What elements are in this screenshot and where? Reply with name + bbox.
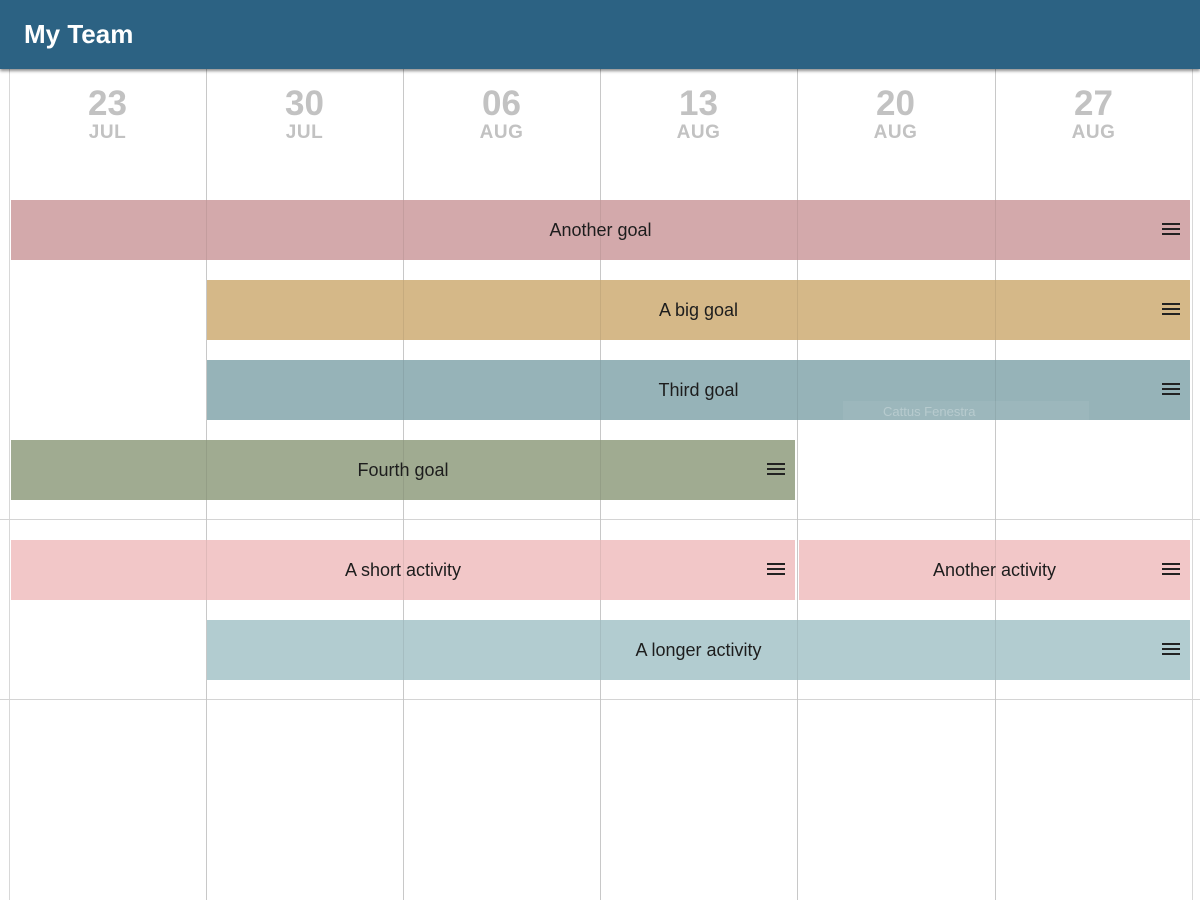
page-title: My Team xyxy=(24,19,134,49)
date-day: 06 xyxy=(482,84,521,123)
goal-bar-third-goal[interactable]: Third goal xyxy=(207,360,1190,420)
hamburger-menu-icon[interactable] xyxy=(1162,641,1180,658)
date-month: AUG xyxy=(479,122,524,143)
date-day: 23 xyxy=(88,84,127,123)
activity-label: Another activity xyxy=(932,560,1057,580)
goal-label: Another goal xyxy=(549,220,652,240)
app-header: My Team xyxy=(0,0,1200,69)
goal-bar-another-goal[interactable]: Another goal xyxy=(11,200,1190,260)
goal-label: A big goal xyxy=(658,300,739,320)
hamburger-menu-icon[interactable] xyxy=(1162,381,1180,398)
column-divider xyxy=(797,69,798,900)
section-divider-goals xyxy=(0,519,1200,520)
goal-bar-fourth-goal[interactable]: Fourth goal xyxy=(11,440,795,500)
activity-label: A longer activity xyxy=(635,640,762,660)
date-day: 20 xyxy=(876,84,915,123)
goal-label: Third goal xyxy=(658,380,739,400)
date-day: 27 xyxy=(1074,84,1113,123)
date-month: AUG xyxy=(676,122,721,143)
column-divider xyxy=(9,69,10,900)
activity-bar-a-short-activity[interactable]: A short activity xyxy=(11,540,795,600)
goal-label: Fourth goal xyxy=(357,460,449,480)
column-divider xyxy=(1192,69,1193,900)
date-header: 13 AUG xyxy=(600,85,797,143)
hamburger-menu-icon[interactable] xyxy=(767,461,785,478)
date-month: AUG xyxy=(873,122,918,143)
goal-bar-a-big-goal[interactable]: A big goal xyxy=(207,280,1190,340)
date-day: 30 xyxy=(285,84,324,123)
column-divider xyxy=(995,69,996,900)
hamburger-menu-icon[interactable] xyxy=(1162,221,1180,238)
date-month: JUL xyxy=(88,122,127,143)
activity-bar-a-longer-activity[interactable]: A longer activity xyxy=(207,620,1190,680)
date-month: JUL xyxy=(285,122,324,143)
hamburger-menu-icon[interactable] xyxy=(1162,561,1180,578)
activity-label: A short activity xyxy=(344,560,462,580)
date-header: 06 AUG xyxy=(403,85,600,143)
date-header: 27 AUG xyxy=(995,85,1192,143)
date-day: 13 xyxy=(679,84,718,123)
date-header: 20 AUG xyxy=(797,85,994,143)
timeline-grid: 23 JUL 30 JUL 06 AUG 13 AUG 20 AUG 27 AU… xyxy=(0,69,1200,900)
date-header: 30 JUL xyxy=(206,85,403,143)
hamburger-menu-icon[interactable] xyxy=(1162,301,1180,318)
section-divider-activities xyxy=(0,699,1200,700)
date-month: AUG xyxy=(1071,122,1116,143)
activity-bar-another-activity[interactable]: Another activity xyxy=(799,540,1190,600)
hamburger-menu-icon[interactable] xyxy=(767,561,785,578)
drag-ghost: Cattus Fenestra xyxy=(843,401,1089,422)
date-header: 23 JUL xyxy=(9,85,206,143)
